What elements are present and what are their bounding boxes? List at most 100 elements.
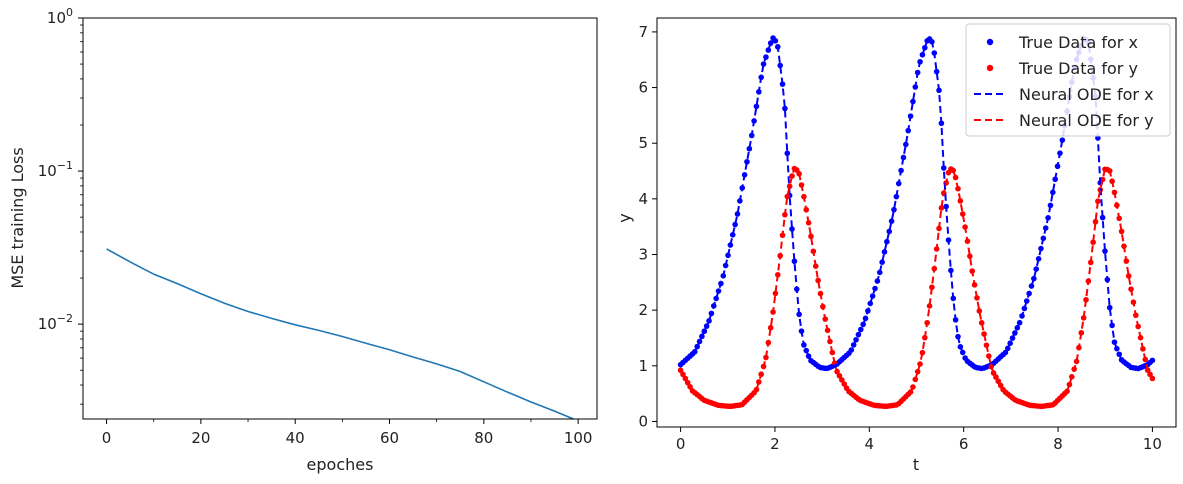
ode-data-point [903, 141, 909, 148]
ode-data-point [978, 320, 985, 326]
ode-data-point [948, 267, 954, 274]
ode-data-point [981, 331, 987, 337]
ode-legend-label: Neural ODE for y [1019, 111, 1154, 130]
ode-x-tick-label: 8 [1053, 435, 1063, 453]
ode-data-point [1118, 228, 1125, 235]
ode-y-tick-label: 6 [638, 79, 648, 97]
ode-legend-label: Neural ODE for x [1019, 85, 1154, 104]
ode-x-tick-label: 10 [1143, 435, 1162, 453]
ode-data-point [744, 158, 750, 165]
ode-data-point [789, 173, 795, 179]
loss-x-tick-label: 0 [102, 429, 112, 447]
ode-data-point [919, 349, 926, 356]
loss-x-tick-label: 40 [286, 429, 305, 447]
ode-data-point [957, 198, 964, 204]
ode-data-point [784, 150, 791, 157]
ode-plot-frame [656, 17, 1177, 428]
ode-series-y-line [679, 167, 1154, 408]
ode-data-point [767, 324, 774, 331]
ode-data-point [1092, 218, 1099, 225]
ode-data-point [1031, 275, 1037, 282]
ode-x-axis-label: t [913, 455, 919, 474]
ode-data-point [729, 232, 736, 238]
ode-chart-content: 0 2 4 6 8 10 0 1 2 3 4 5 6 7 [638, 23, 1162, 453]
ode-data-point [881, 249, 888, 255]
ode-data-point [734, 211, 741, 217]
ode-data-point [976, 308, 983, 314]
loss-x-tick-label: 100 [564, 429, 593, 447]
ode-data-point [760, 61, 767, 67]
ode-y-tick-label: 2 [638, 301, 648, 319]
ode-x-tick-label: 0 [676, 435, 686, 453]
ode-data-point [746, 145, 753, 152]
ode-data-point [1095, 198, 1101, 205]
ode-data-point [926, 303, 933, 309]
loss-x-tick-label: 20 [191, 429, 210, 447]
ode-y-tick-label: 1 [638, 357, 648, 375]
ode-data-point [1099, 176, 1106, 183]
ode-y-tick-label: 4 [638, 190, 648, 208]
ode-data-point [938, 205, 945, 211]
ode-data-point [753, 103, 760, 110]
ode-y-tick-label: 3 [638, 245, 648, 263]
ode-data-point [876, 269, 883, 276]
ode-legend-marker [986, 38, 994, 46]
ode-data-point [772, 290, 779, 297]
loss-y-tick-label: 100 [47, 6, 73, 27]
ode-data-point [815, 277, 821, 284]
ode-data-point [929, 284, 935, 291]
ode-y-axis-label: y [615, 213, 634, 222]
loss-y-tick-label: 10−2 [38, 312, 73, 333]
loss-plot-area [83, 18, 597, 419]
ode-data-point [763, 354, 769, 361]
ode-data-point [1090, 239, 1096, 246]
ode-legend: True Data for x True Data for y Neural ODE… [965, 23, 1171, 137]
loss-y-tick-label: 10−1 [38, 159, 73, 180]
loss-x-tick-label: 60 [380, 429, 399, 447]
ode-data-point [959, 211, 966, 217]
ode-data-point [940, 165, 947, 171]
loss-x-axis-label: epoches [307, 455, 374, 474]
loss-plot-frame [82, 17, 598, 420]
ode-legend-marker [986, 64, 994, 72]
ode-data-point [1073, 358, 1080, 365]
ode-data-point [888, 218, 895, 224]
ode-data-point [1035, 256, 1042, 262]
ode-data-point [1050, 189, 1056, 196]
ode-series-y-dots [677, 165, 1156, 410]
ode-data-point [967, 253, 973, 259]
ode-data-point [777, 62, 783, 69]
ode-data-point [1125, 273, 1132, 279]
ode-data-point [1102, 248, 1108, 254]
ode-legend-label: True Data for x [1018, 33, 1138, 52]
ode-data-point [1080, 315, 1087, 321]
loss-chart-content: 0 20 40 60 80 100 10−2 10−1 100 [38, 6, 593, 447]
ode-data-point [782, 105, 788, 112]
ode-data-point [1033, 266, 1040, 272]
ode-y-tick-label: 5 [638, 134, 648, 152]
loss-y-axis-label: MSE training Loss [8, 147, 27, 288]
ode-data-point [884, 238, 890, 245]
ode-data-point [784, 193, 791, 200]
loss-x-tick-label: 80 [474, 429, 493, 447]
ode-data-point [910, 98, 916, 105]
ode-data-point [789, 226, 795, 232]
ode-x-tick-label: 4 [865, 435, 875, 453]
ode-data-point [879, 259, 885, 266]
ode-data-point [732, 221, 738, 228]
ode-data-point [891, 206, 897, 213]
ode-data-point [1059, 137, 1066, 143]
ode-data-point [808, 233, 814, 240]
ode-legend-label: True Data for y [1018, 59, 1138, 78]
loss-chart: 0 20 40 60 80 100 10−2 10−1 100 epoches MSE trai… [8, 6, 598, 474]
ode-data-point [1083, 296, 1089, 303]
loss-series-line [106, 248, 574, 420]
ode-data-point [933, 68, 940, 75]
ode-data-point [1106, 304, 1113, 311]
ode-data-point [900, 154, 907, 161]
ode-data-point [791, 258, 798, 265]
ode-x-tick-label: 2 [770, 435, 780, 453]
ode-legend-box [965, 23, 1171, 137]
